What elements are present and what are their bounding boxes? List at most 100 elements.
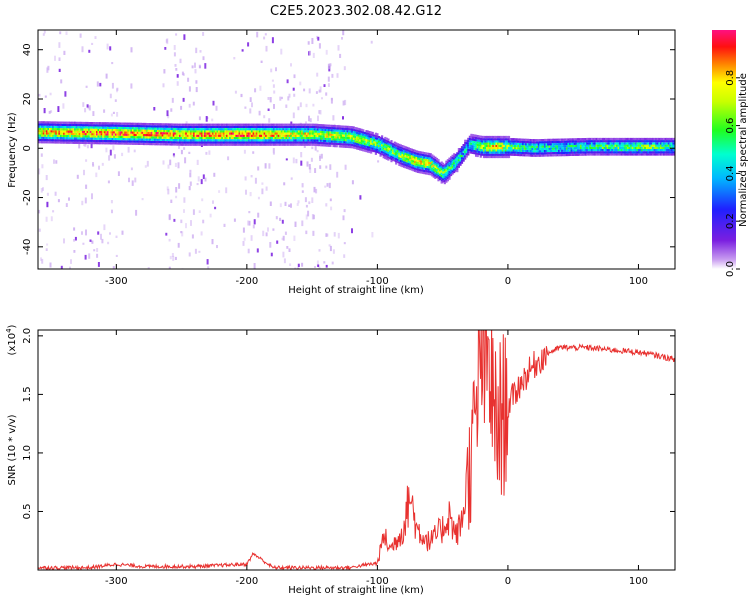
ridge-cell xyxy=(633,144,636,147)
ridge-cell xyxy=(501,155,504,159)
ridge-cell xyxy=(230,125,233,128)
ridge-cell xyxy=(611,142,614,145)
ridge-cell xyxy=(271,141,274,144)
ridge-cell xyxy=(437,168,440,171)
ridge-cell xyxy=(164,125,168,128)
ridge-cell xyxy=(102,139,105,143)
ridge-cell xyxy=(428,161,431,164)
ridge-cell xyxy=(141,127,144,130)
ridge-cell xyxy=(539,150,542,153)
ridge-cell xyxy=(290,125,293,128)
ridge-cell xyxy=(80,135,83,138)
ridge-cell xyxy=(232,125,235,128)
ridge-cell xyxy=(277,123,280,126)
ridge-cell xyxy=(66,126,69,129)
ridge-cell xyxy=(460,150,464,153)
ridge-cell xyxy=(294,125,298,128)
ridge-cell xyxy=(514,144,517,148)
ridge-cell xyxy=(448,173,451,176)
ridge-cell xyxy=(564,138,567,141)
ridge-cell xyxy=(442,169,445,172)
ridge-cell xyxy=(373,134,376,137)
ridge-cell xyxy=(63,137,66,140)
ridge-cell xyxy=(296,139,299,142)
ridge-cell xyxy=(133,142,136,145)
ridge-cell xyxy=(642,137,645,141)
ridge-cell xyxy=(52,130,55,133)
ridge-cell xyxy=(385,144,388,147)
ridge-cell xyxy=(501,135,504,139)
ridge-cell xyxy=(395,149,398,152)
ridge-cell xyxy=(85,133,88,136)
noise-speck xyxy=(342,100,345,106)
ridge-cell xyxy=(74,130,77,133)
ridge-cell xyxy=(592,142,595,145)
noise-speck xyxy=(253,219,256,225)
ridge-cell xyxy=(388,141,392,144)
ridge-cell xyxy=(153,132,157,135)
ridge-cell xyxy=(39,125,42,128)
ridge-cell xyxy=(478,144,481,147)
ridge-cell xyxy=(581,138,584,141)
ridge-cell xyxy=(210,143,213,146)
noise-speck xyxy=(81,231,83,235)
ridge-cell xyxy=(157,134,160,137)
noise-speck xyxy=(313,214,315,220)
ridge-cell xyxy=(208,132,211,135)
ridge-cell xyxy=(307,134,310,137)
ridge-cell xyxy=(274,141,277,144)
ridge-cell xyxy=(233,143,236,146)
ridge-cell xyxy=(564,151,567,154)
ridge-cell xyxy=(199,136,202,140)
noise-speck xyxy=(198,116,201,121)
ridge-cell xyxy=(56,121,59,124)
ridge-cell xyxy=(468,142,471,145)
ridge-cell xyxy=(150,134,153,137)
noise-speck xyxy=(308,201,311,205)
ridge-cell xyxy=(111,131,114,134)
ridge-cell xyxy=(515,151,518,154)
ridge-cell xyxy=(473,143,476,146)
ridge-cell xyxy=(235,132,238,135)
ridge-cell xyxy=(489,151,492,154)
ridge-cell xyxy=(616,146,619,149)
ridge-cell xyxy=(390,142,393,145)
ridge-cell xyxy=(268,134,271,137)
ridge-cell xyxy=(265,141,268,144)
ridge-cell xyxy=(453,162,456,165)
ridge-cell xyxy=(89,141,92,145)
x-tick-label: 0 xyxy=(505,276,511,287)
ridge-cell xyxy=(424,163,428,166)
noise-speck xyxy=(130,47,133,53)
ridge-cell xyxy=(664,140,667,143)
ridge-cell xyxy=(294,139,298,142)
ridge-cell xyxy=(183,134,186,137)
ridge-cell xyxy=(401,165,404,168)
ridge-cell xyxy=(628,151,631,154)
ridge-cell xyxy=(366,132,370,135)
ridge-cell xyxy=(97,124,100,127)
ridge-cell xyxy=(545,138,548,142)
ridge-cell xyxy=(105,135,108,138)
noise-speck xyxy=(58,68,61,72)
ridge-cell xyxy=(595,137,598,141)
ridge-cell xyxy=(326,144,329,147)
ridge-cell xyxy=(174,132,177,135)
noise-speck xyxy=(293,93,296,97)
ridge-cell xyxy=(346,132,349,135)
ridge-cell xyxy=(122,129,125,132)
ridge-cell xyxy=(509,151,512,154)
ridge-cell xyxy=(161,134,164,137)
ridge-cell xyxy=(509,140,512,143)
ridge-cell xyxy=(100,131,103,134)
noise-speck xyxy=(90,142,93,149)
ridge-cell xyxy=(366,141,370,144)
ridge-cell xyxy=(186,134,189,137)
ridge-cell xyxy=(439,166,442,170)
noise-speck xyxy=(310,157,313,162)
noise-speck xyxy=(308,50,311,56)
noise-speck xyxy=(81,200,84,206)
ridge-cell xyxy=(97,126,100,129)
ridge-cell xyxy=(533,150,536,153)
noise-speck xyxy=(185,223,187,229)
